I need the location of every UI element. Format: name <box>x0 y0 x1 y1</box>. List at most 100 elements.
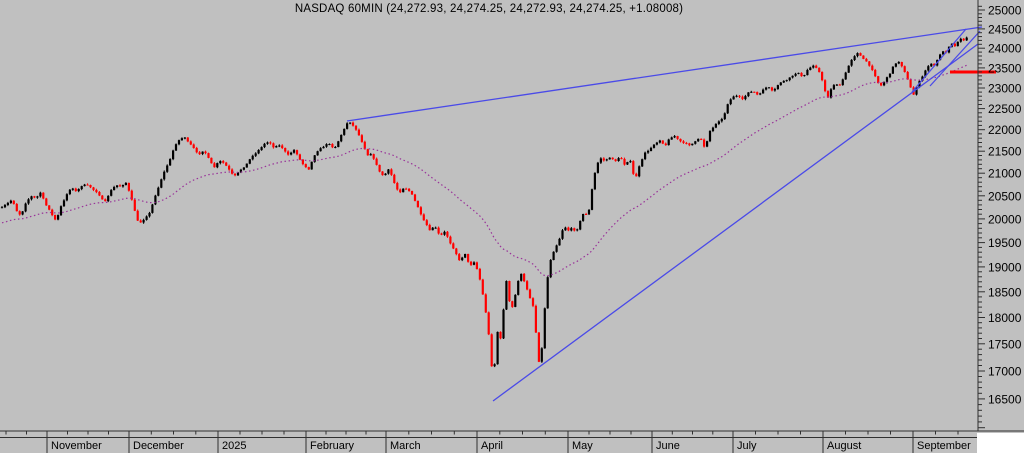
candle-body <box>579 220 582 230</box>
candle-body <box>933 63 936 66</box>
candle-body <box>885 77 889 83</box>
candle-body <box>826 91 830 98</box>
candle-body <box>939 54 942 61</box>
candle-body <box>145 216 148 220</box>
candle-body <box>809 67 812 70</box>
candle-body <box>408 188 411 191</box>
candle-body <box>228 165 231 170</box>
candle-body <box>735 95 738 97</box>
candle-body <box>540 348 543 362</box>
candle-body <box>272 143 275 148</box>
x-axis-month-label: May <box>572 440 593 452</box>
y-axis-label: 23000 <box>988 82 1022 96</box>
candle-body <box>528 289 532 299</box>
lower-wedge-line[interactable] <box>492 43 979 402</box>
candle-body <box>900 62 903 67</box>
candle-body <box>213 163 216 168</box>
candle-body <box>765 87 768 90</box>
candle-body <box>894 63 897 67</box>
candle-body <box>573 228 576 231</box>
x-axis-month-label: 2025 <box>222 440 246 452</box>
candle-body <box>319 148 322 152</box>
candle-body <box>304 164 307 168</box>
candle-body <box>248 159 251 164</box>
candle-body <box>812 65 815 68</box>
candle-body <box>113 187 116 191</box>
candle-body <box>390 169 393 175</box>
candle-body <box>257 150 260 154</box>
candle-body <box>351 122 355 126</box>
terminal-channel-a[interactable] <box>911 28 967 93</box>
candle-body <box>360 135 363 142</box>
candle-body <box>871 65 874 70</box>
candle-body <box>582 214 585 221</box>
candle-body <box>3 205 7 208</box>
x-axis-month-label: November <box>51 440 102 452</box>
candle-body <box>658 140 661 143</box>
candle-body <box>821 72 824 81</box>
candle-body <box>779 82 782 86</box>
candle-body <box>587 209 591 215</box>
candle-body <box>260 147 263 151</box>
candle-body <box>694 141 697 144</box>
candle-body <box>440 233 443 235</box>
candle-body <box>626 162 629 165</box>
candle-body <box>493 364 496 367</box>
candle-body <box>717 121 720 124</box>
candle-body <box>325 144 328 147</box>
candle-body <box>428 225 431 231</box>
candle-body <box>697 138 700 142</box>
candle-body <box>425 220 428 225</box>
y-axis-label: 17000 <box>988 365 1022 379</box>
candle-body <box>9 200 12 203</box>
candle-body <box>290 152 293 155</box>
candle-body <box>160 179 163 188</box>
candle-body <box>204 151 207 154</box>
candle-body <box>903 66 906 72</box>
candle-body <box>829 89 833 98</box>
candle-body <box>649 147 653 151</box>
candle-body <box>965 37 968 41</box>
candle-body <box>667 139 670 146</box>
candle-body <box>210 157 213 164</box>
candle-body <box>222 161 225 163</box>
candle-body <box>791 75 794 78</box>
candle-body <box>767 87 771 89</box>
candle-body <box>89 185 92 188</box>
candle-body <box>800 72 803 77</box>
candle-body <box>726 104 729 114</box>
candle-body <box>590 189 594 210</box>
y-axis-label: 16500 <box>988 392 1022 406</box>
candle-body <box>546 277 549 309</box>
candle-body <box>776 85 779 90</box>
candle-body <box>74 188 77 192</box>
candle-body <box>225 162 228 166</box>
candle-body <box>231 169 234 174</box>
candle-body <box>599 158 602 163</box>
upper-wedge-line[interactable] <box>346 26 983 122</box>
candle-body <box>832 85 835 90</box>
candle-body <box>357 129 360 136</box>
candle-body <box>691 143 694 146</box>
candle-body <box>337 141 340 147</box>
candle-body <box>310 161 313 170</box>
y-axis-label: 24000 <box>988 42 1022 56</box>
candle-body <box>375 158 378 165</box>
candle-body <box>850 59 853 66</box>
candle-body <box>490 334 493 367</box>
candle-body <box>750 91 753 93</box>
candle-body <box>635 173 638 177</box>
y-axis-label: 18500 <box>988 285 1022 299</box>
candle-body <box>868 61 871 66</box>
candle-body <box>287 151 290 155</box>
candle-body <box>139 220 142 223</box>
candle-body <box>835 84 838 86</box>
candle-body <box>166 165 169 172</box>
candle-body <box>794 73 797 76</box>
candle-body <box>402 188 405 193</box>
candle-body <box>180 138 183 141</box>
candle-body <box>363 141 366 150</box>
terminal-channel-b[interactable] <box>929 30 981 87</box>
candle-body <box>275 146 278 148</box>
candle-body <box>888 73 892 78</box>
